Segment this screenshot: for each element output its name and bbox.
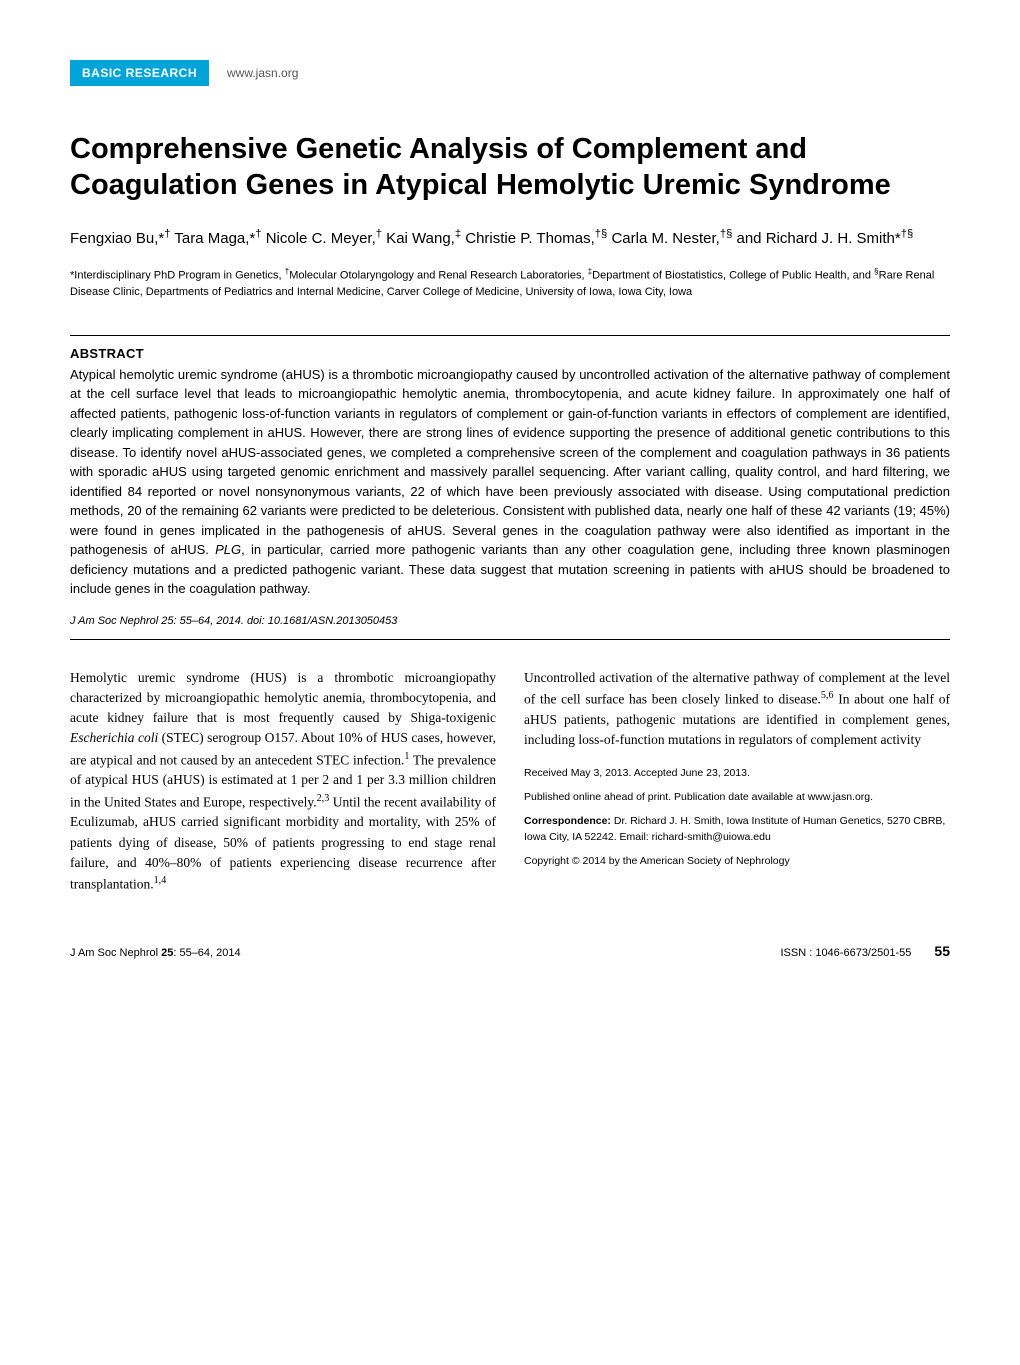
received-line: Received May 3, 2013. Accepted June 23, … bbox=[524, 766, 950, 781]
correspondence: Correspondence: Dr. Richard J. H. Smith,… bbox=[524, 814, 950, 844]
divider-top bbox=[70, 335, 950, 336]
body-columns: Hemolytic uremic syndrome (HUS) is a thr… bbox=[70, 668, 950, 895]
divider-bottom bbox=[70, 639, 950, 640]
page-number: 55 bbox=[934, 943, 950, 959]
right-column: Uncontrolled activation of the alternati… bbox=[524, 668, 950, 895]
article-title: Comprehensive Genetic Analysis of Comple… bbox=[70, 131, 950, 204]
body-para-right: Uncontrolled activation of the alternati… bbox=[524, 668, 950, 751]
footer-left: J Am Soc Nephrol 25: 55–64, 2014 bbox=[70, 947, 241, 959]
article-meta: Received May 3, 2013. Accepted June 23, … bbox=[524, 766, 950, 869]
affiliations: *Interdisciplinary PhD Program in Geneti… bbox=[70, 266, 950, 301]
header-bar: BASIC RESEARCH www.jasn.org bbox=[70, 60, 950, 86]
body-para-left: Hemolytic uremic syndrome (HUS) is a thr… bbox=[70, 668, 496, 895]
authors-line: Fengxiao Bu,*† Tara Maga,*† Nicole C. Me… bbox=[70, 226, 950, 251]
pub-note: Published online ahead of print. Publica… bbox=[524, 790, 950, 805]
correspondence-label: Correspondence: bbox=[524, 815, 611, 827]
footer-issn: ISSN : 1046-6673/2501-55 bbox=[780, 947, 911, 959]
left-column: Hemolytic uremic syndrome (HUS) is a thr… bbox=[70, 668, 496, 895]
abstract-body: Atypical hemolytic uremic syndrome (aHUS… bbox=[70, 365, 950, 599]
website-text: www.jasn.org bbox=[227, 66, 298, 80]
abstract-heading: ABSTRACT bbox=[70, 346, 950, 361]
page-footer: J Am Soc Nephrol 25: 55–64, 2014 ISSN : … bbox=[70, 943, 950, 959]
category-badge: BASIC RESEARCH bbox=[70, 60, 209, 86]
copyright: Copyright © 2014 by the American Society… bbox=[524, 854, 950, 869]
citation: J Am Soc Nephrol 25: 55–64, 2014. doi: 1… bbox=[70, 615, 950, 627]
footer-right: ISSN : 1046-6673/2501-55 55 bbox=[780, 943, 950, 959]
